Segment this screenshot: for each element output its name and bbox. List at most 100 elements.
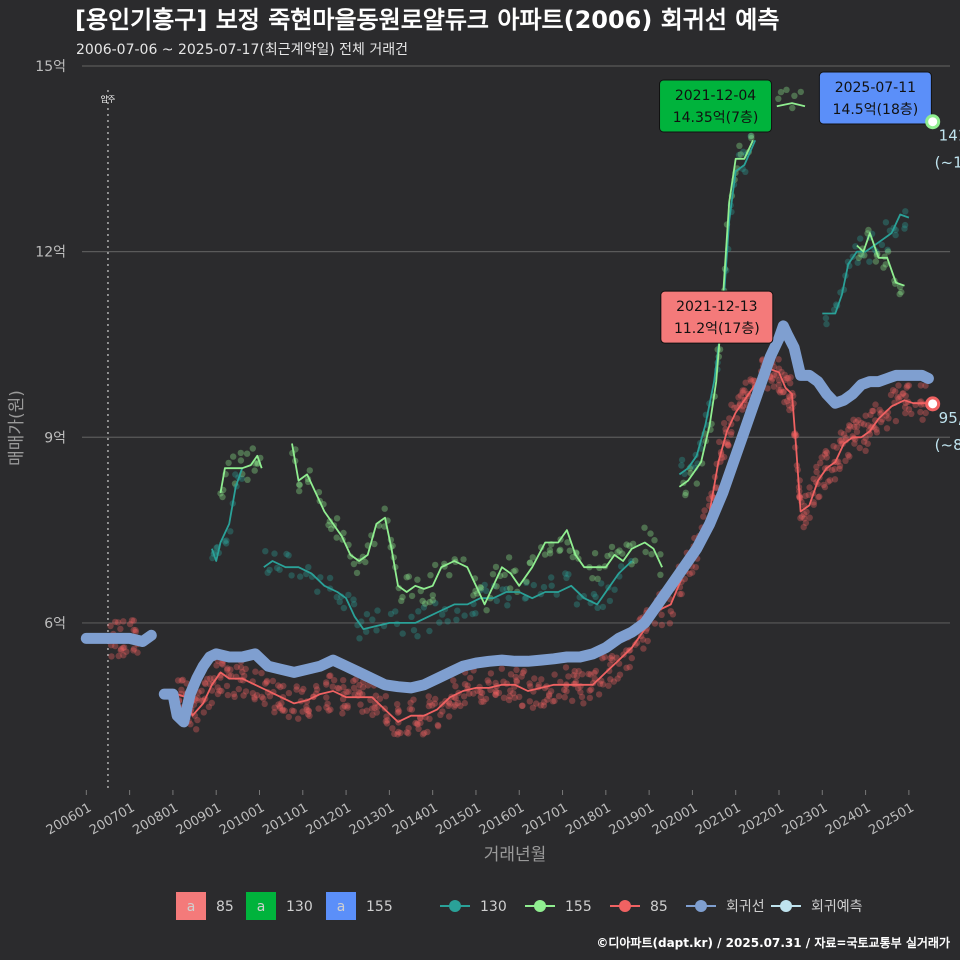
transaction-point-155 [225,459,232,467]
transaction-point-85 [451,703,458,710]
transaction-point-85 [669,611,677,618]
transaction-point-85 [437,711,444,718]
transaction-point-85 [341,702,348,710]
transaction-point-85 [498,665,505,672]
transaction-point-85 [240,692,247,699]
transaction-point-85 [847,423,854,430]
transaction-point-85 [452,701,459,708]
transaction-point-85 [797,514,804,522]
transaction-point-85 [640,645,647,652]
transaction-point-85 [802,519,810,527]
transaction-point-85 [415,725,422,732]
transaction-point-85 [580,700,587,707]
transaction-point-85 [461,699,468,707]
transaction-point-130 [521,595,529,602]
transaction-point-130 [444,618,451,625]
legend-swatch-155 [326,892,356,920]
transaction-point-130 [735,151,743,159]
transaction-point-130 [336,598,343,605]
transaction-point-85 [252,668,259,675]
transaction-point-85 [132,628,139,636]
transaction-point-85 [223,666,231,673]
transaction-point-85 [230,690,238,698]
transaction-point-130 [399,630,406,637]
transaction-point-85 [516,693,523,701]
transaction-point-85 [842,457,849,464]
transaction-point-130 [426,627,433,635]
scatter-points [107,86,929,738]
transaction-point-155 [775,95,782,103]
transaction-point-85 [351,691,358,698]
transaction-point-85 [293,686,300,693]
transaction-point-85 [518,673,525,680]
transaction-point-130 [530,581,537,589]
transaction-point-130 [408,613,415,620]
transaction-point-155 [403,574,410,581]
y-tick-label: 12억 [35,245,66,261]
transaction-point-85 [323,704,330,711]
transaction-point-85 [828,466,836,474]
transaction-point-155 [501,571,508,579]
transaction-point-85 [205,703,213,711]
transaction-point-85 [405,725,412,732]
transaction-point-130 [548,582,555,589]
transaction-point-85 [439,708,446,715]
transaction-point-130 [432,600,439,607]
transaction-point-85 [575,667,582,675]
transaction-point-85 [587,671,594,678]
transaction-point-85 [406,705,414,713]
legend-glyph: a [257,899,266,915]
series-line-130 [211,467,244,562]
transaction-point-85 [134,649,141,656]
transaction-point-85 [500,678,507,685]
transaction-point-130 [859,252,866,259]
transaction-point-85 [120,652,127,659]
transaction-point-85 [414,720,421,727]
transaction-point-85 [904,382,911,389]
transaction-point-155 [541,551,549,558]
transaction-point-85 [571,667,578,675]
transaction-point-85 [194,694,201,702]
transaction-point-85 [922,382,929,389]
transaction-point-85 [900,390,907,397]
transaction-point-130 [594,604,601,611]
transaction-point-155 [855,254,862,262]
transaction-point-85 [519,702,526,709]
transaction-point-130 [223,537,230,544]
transaction-point-85 [678,590,685,598]
transaction-point-155 [557,546,564,553]
transaction-point-155 [642,548,649,556]
transaction-point-130 [611,586,618,593]
transaction-point-130 [878,241,886,248]
transaction-point-85 [806,514,813,521]
transaction-point-85 [837,429,845,436]
transaction-point-130 [363,611,371,618]
transaction-point-130 [592,593,599,600]
transaction-point-85 [421,729,428,737]
transaction-point-155 [614,549,621,556]
transaction-point-155 [446,572,453,579]
transaction-point-85 [785,375,792,382]
transaction-point-85 [216,687,223,694]
transaction-point-155 [682,491,689,499]
transaction-point-155 [523,578,530,585]
transaction-point-85 [836,462,844,470]
transaction-point-85 [290,708,297,715]
transaction-point-85 [426,699,433,706]
transaction-point-85 [271,704,278,711]
transaction-point-155 [333,534,340,541]
transaction-point-85 [227,666,234,673]
end-label-size: (~85㎡) [935,436,960,454]
chart-subtitle: 2006-07-06 ~ 2025-07-17(최근계약일) 전체 거래건 [76,42,408,58]
transaction-point-85 [739,387,746,394]
transaction-point-85 [547,688,555,695]
transaction-point-155 [296,481,303,489]
transaction-point-155 [340,529,347,537]
transaction-point-130 [454,607,461,614]
transaction-point-85 [892,388,899,395]
transaction-point-85 [394,706,402,713]
transaction-point-85 [359,708,366,715]
transaction-point-85 [908,410,915,417]
transaction-point-85 [518,702,526,709]
